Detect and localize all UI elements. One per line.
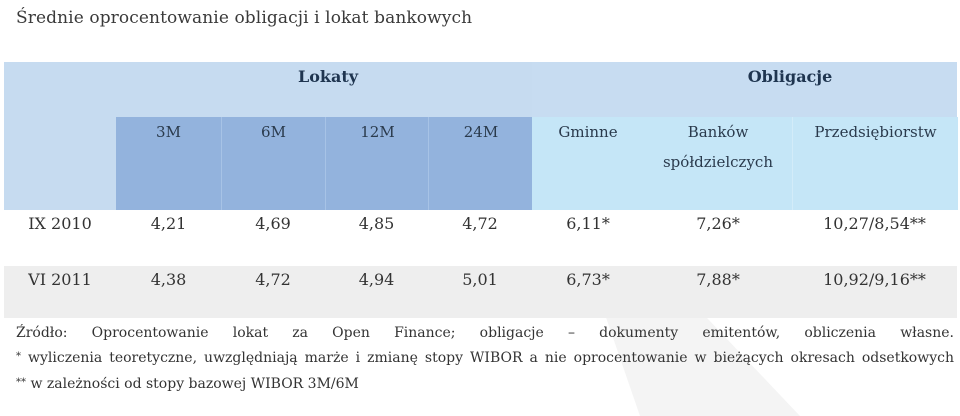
footnote-2: ** w zależności od stopy bazowej WIBOR 3… [16, 371, 954, 397]
table-row: VI 2011 4,38 4,72 4,94 5,01 6,73* 7,88* … [4, 266, 957, 318]
col-header-bankow: Banków spółdzielczych [644, 117, 792, 210]
row-period: IX 2010 [28, 214, 92, 233]
col-label: 6M [261, 123, 286, 141]
footnote-mark: * [16, 351, 21, 362]
header-corner [4, 117, 116, 210]
cell: 6,73* [566, 270, 610, 289]
table-row: IX 2010 4,21 4,69 4,85 4,72 6,11* 7,26* … [4, 210, 957, 263]
cell: 6,11* [566, 214, 610, 233]
col-label: 24M [463, 123, 499, 141]
col-label: 12M [360, 123, 395, 141]
cell: 4,85 [358, 214, 395, 233]
cell: 7,88* [696, 270, 740, 289]
cell: 10,92/9,16** [823, 270, 926, 289]
col-header-24m: 24M [428, 117, 533, 210]
cell: 5,01 [462, 270, 498, 289]
col-label: Gminne [558, 123, 618, 141]
col-label: Banków [687, 123, 749, 141]
col-label: 3M [156, 123, 181, 141]
footnote-text: wyliczenia teoretyczne, uwzględniają mar… [28, 350, 954, 366]
col-label: spółdzielczych [662, 153, 773, 171]
cell: 4,72 [255, 270, 291, 289]
page-title: Średnie oprocentowanie obligacji i lokat… [16, 8, 473, 28]
cell: 4,94 [358, 270, 395, 289]
footnote-text: w zależności od stopy bazowej WIBOR 3M/6… [30, 376, 359, 392]
group-header-lokaty: Lokaty [4, 62, 532, 117]
col-header-12m: 12M [325, 117, 429, 210]
col-header-przedsiebiorstw: Przedsiębiorstw [792, 117, 958, 210]
col-header-3m: 3M [116, 117, 221, 210]
col-header-gminne: Gminne [532, 117, 644, 210]
row-period: VI 2011 [28, 270, 92, 289]
cell: 4,38 [150, 270, 187, 289]
group-label: Obligacje [747, 67, 833, 86]
group-label: Lokaty [297, 67, 359, 86]
group-header-obligacje: Obligacje [532, 62, 957, 117]
col-header-6m: 6M [221, 117, 325, 210]
cell: 4,69 [255, 214, 291, 233]
cell: 4,72 [462, 214, 498, 233]
cell: 7,26* [696, 214, 740, 233]
cell: 10,27/8,54** [823, 214, 926, 233]
footnote-1: * wyliczenia teoretyczne, uwzględniają m… [16, 345, 954, 371]
col-label: Przedsiębiorstw [814, 123, 937, 141]
source-note: Źródło: Oprocentowanie lokat za Open Fin… [16, 325, 954, 341]
footnote-mark: ** [16, 377, 26, 388]
cell: 4,21 [150, 214, 187, 233]
